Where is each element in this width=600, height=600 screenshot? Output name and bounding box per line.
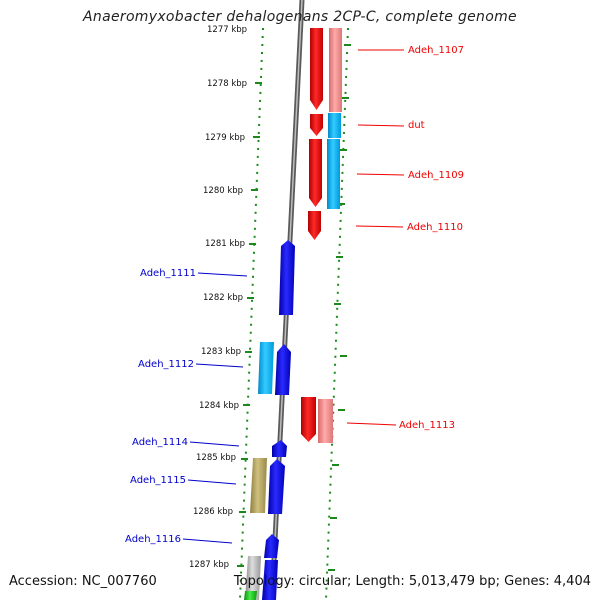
gene-adeh-1116-arrow[interactable] (264, 534, 279, 558)
left-leader-lines (182, 272, 248, 544)
kbp-label: 1277 kbp (207, 25, 247, 35)
gene-adeh-1107-outer[interactable] (329, 28, 342, 112)
kbp-label: 1280 kbp (203, 186, 243, 196)
gene-green-block[interactable] (244, 591, 257, 600)
gene-label-dut[interactable]: dut (408, 120, 425, 131)
gene-adeh-1114-arrow[interactable] (272, 440, 287, 457)
gene-label-adeh-1112[interactable]: Adeh_1112 (138, 359, 194, 370)
gene-adeh-1115-olive[interactable] (250, 458, 267, 513)
reverse-strand-genes (301, 28, 342, 443)
gene-adeh-1107-arrow[interactable] (310, 28, 323, 110)
gene-label-adeh-1110[interactable]: Adeh_1110 (407, 222, 463, 233)
topology-label: Topology: circular; Length: 5,013,479 bp… (233, 574, 591, 589)
gene-adeh-1112-arrow[interactable] (275, 344, 291, 395)
kbp-label: 1283 kbp (201, 347, 241, 357)
gene-dut-outer[interactable] (328, 113, 341, 138)
gene-label-adeh-1113[interactable]: Adeh_1113 (399, 420, 455, 431)
gene-adeh-1110-arrow[interactable] (308, 211, 321, 240)
gene-adeh-1109-arrow[interactable] (309, 139, 322, 207)
kbp-label: 1279 kbp (205, 133, 245, 143)
forward-strand-genes (244, 240, 295, 600)
gene-label-adeh-1114[interactable]: Adeh_1114 (132, 437, 188, 448)
gene-blue-lower[interactable] (262, 560, 278, 600)
gene-adeh-1113-arrow[interactable] (301, 397, 316, 442)
gene-adeh-1109-outer[interactable] (327, 139, 340, 209)
right-leader-lines (346, 49, 405, 426)
gene-adeh-1111-arrow[interactable] (279, 240, 295, 315)
gene-adeh-1113-outer[interactable] (318, 399, 333, 443)
outer-major-ticks (328, 44, 351, 571)
accession-label: Accession: NC_007760 (9, 574, 157, 589)
gene-label-adeh-1107[interactable]: Adeh_1107 (408, 45, 464, 56)
kbp-label: 1286 kbp (193, 507, 233, 517)
gene-dut-arrow[interactable] (310, 114, 323, 136)
kbp-label: 1284 kbp (199, 401, 239, 411)
kbp-label: 1281 kbp (205, 239, 245, 249)
left-gene-labels: Adeh_1111 Adeh_1112 Adeh_1114 Adeh_1115 … (125, 268, 196, 545)
kbp-label: 1278 kbp (207, 79, 247, 89)
kbp-label: 1287 kbp (189, 560, 229, 570)
gene-adeh-1115-arrow[interactable] (268, 459, 285, 514)
gene-adeh-1112-cyan[interactable] (258, 342, 274, 394)
kbp-label: 1285 kbp (196, 453, 236, 463)
inner-ruler (239, 27, 264, 600)
gene-label-adeh-1109[interactable]: Adeh_1109 (408, 170, 464, 181)
gene-label-adeh-1116[interactable]: Adeh_1116 (125, 534, 181, 545)
map-title: Anaeromyxobacter dehalogenans 2CP-C, com… (83, 9, 517, 25)
kbp-labels: 1277 kbp 1278 kbp 1279 kbp 1280 kbp 1281… (189, 25, 247, 570)
kbp-label: 1282 kbp (203, 293, 243, 303)
gene-label-adeh-1115[interactable]: Adeh_1115 (130, 475, 186, 486)
inner-major-ticks (237, 82, 262, 567)
gene-gray-block[interactable] (245, 556, 261, 600)
gene-label-adeh-1111[interactable]: Adeh_1111 (140, 268, 196, 279)
right-gene-labels: Adeh_1107 dut Adeh_1109 Adeh_1110 Adeh_1… (399, 45, 464, 431)
